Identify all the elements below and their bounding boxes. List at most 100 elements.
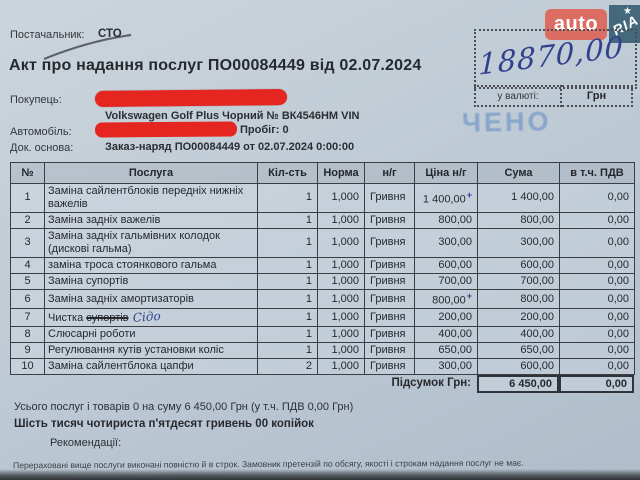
doc-basis-label: Док. основа:: [10, 142, 74, 154]
service-row: 5 Заміна супортів 1 1,000 Гривня 700,00 700,00…: [10, 272, 635, 290]
service-row: 3 Заміна задніх гальмівних колодок (диско…: [10, 227, 635, 258]
handwritten-note: Сідо: [128, 309, 161, 326]
document-title: Акт про надання послуг ПО00084449 від 02…: [9, 57, 422, 74]
c-num: 5: [10, 272, 45, 290]
c-sum: 650,00: [477, 342, 560, 360]
c-price: 300,00: [414, 227, 478, 258]
c-norm: 1,000: [317, 211, 365, 229]
c-service: заміна троса стоянкового гальма: [44, 256, 258, 274]
service-row: 7 Чистка супортів Сідо 1 1,000 Гривня 200,00 2…: [10, 308, 635, 328]
totals-label: Підсумок Грн:: [391, 377, 471, 390]
c-unit: Гривня: [364, 358, 415, 376]
c-num: 1: [10, 183, 45, 213]
c-norm: 1,000: [317, 358, 365, 376]
c-service: Заміна задніх амортизаторів: [44, 288, 258, 310]
vehicle-info: Volkswagen Golf Plus Чорний № ВК4546НМ V…: [105, 110, 360, 122]
c-qty: 1: [257, 326, 318, 344]
c-num: 2: [10, 211, 45, 229]
c-service: Регулювання кутів установки коліс: [44, 342, 258, 360]
c-num: 9: [10, 342, 45, 360]
services-table-grid: № Послуга Кіл-сть Норма н/г Ціна н/г Сума в т.ч…: [10, 162, 635, 376]
c-vat: 0,00: [559, 256, 635, 274]
service-row: 6 Заміна задніх амортизаторів 1 1,000 Гривня…: [10, 288, 635, 310]
c-norm: 1,000: [317, 183, 365, 213]
pen-plus-mark: +: [466, 290, 472, 301]
service-row: 9 Регулювання кутів установки коліс 1 1,000…: [10, 342, 635, 360]
c-num: 7: [10, 308, 45, 328]
c-vat: 0,00: [559, 227, 635, 258]
pen-plus-mark: +: [466, 189, 472, 200]
c-sum: 800,00: [477, 211, 560, 229]
c-num: 3: [10, 227, 45, 258]
summary-line: Усього послуг і товарів 0 на суму 6 450,…: [14, 401, 354, 413]
c-norm: 1,000: [317, 308, 365, 328]
services-table: № Послуга Кіл-сть Норма н/г Ціна н/г Сума в т.ч…: [10, 162, 636, 394]
c-service: Заміна задніх важелів: [44, 211, 258, 229]
pen-stroke-mark: [43, 33, 132, 61]
recommendations-label: Рекомендації:: [50, 437, 122, 449]
c-sum: 200,00: [477, 308, 560, 328]
c-price: 800,00+: [414, 288, 478, 310]
column-header: №: [10, 162, 45, 184]
c-vat: 0,00: [559, 183, 635, 213]
c-service: Слюсарні роботи: [44, 326, 258, 344]
c-vat: 0,00: [559, 288, 635, 310]
c-service: Заміна сайлентблоків передніх нижніх важ…: [44, 183, 258, 213]
c-qty: 1: [257, 183, 318, 213]
service-row: 10 Заміна сайлентблока цапфи 2 1,000 Гривня 3…: [10, 358, 635, 376]
c-price: 600,00: [414, 256, 478, 274]
column-header: Ціна н/г: [414, 162, 478, 184]
c-vat: 0,00: [559, 326, 635, 344]
service-row: 8 Слюсарні роботи 1 1,000 Гривня 400,00 400,00…: [10, 326, 635, 344]
c-qty: 1: [257, 227, 318, 258]
totals-sum: 6 450,00: [477, 375, 559, 394]
c-qty: 1: [257, 272, 318, 290]
totals-row: Підсумок Грн: 6 450,00 0,00: [10, 375, 634, 394]
auto-ria-logo-ria: ★ RIA: [609, 5, 640, 43]
c-unit: Гривня: [364, 326, 415, 344]
c-num: 6: [10, 288, 45, 310]
supplier-label: Постачальник:: [10, 29, 85, 41]
column-header: Кіл-сть: [257, 162, 318, 184]
c-norm: 1,000: [317, 256, 365, 274]
column-header: в т.ч. ПДВ: [559, 162, 635, 184]
c-norm: 1,000: [317, 288, 365, 310]
c-sum: 1 400,00: [477, 183, 560, 213]
c-sum: 400,00: [477, 326, 560, 344]
c-service: Заміна сайлентблока цапфи: [44, 358, 258, 376]
c-norm: 1,000: [317, 272, 365, 290]
c-unit: Гривня: [364, 308, 415, 328]
column-header: н/г: [364, 162, 415, 184]
doc-basis-value: Заказ-наряд ПО00084449 от 02.07.2024 0:0…: [105, 141, 355, 153]
c-sum: 600,00: [477, 256, 560, 274]
c-qty: 1: [257, 342, 318, 360]
c-price: 1 400,00+: [414, 183, 478, 213]
c-num: 4: [10, 256, 45, 274]
star-icon: ★: [623, 6, 632, 17]
c-price: 650,00: [414, 342, 478, 360]
c-unit: Гривня: [364, 227, 415, 258]
c-price: 800,00: [414, 211, 478, 229]
c-num: 10: [10, 358, 45, 376]
c-vat: 0,00: [559, 211, 635, 229]
c-norm: 1,000: [317, 227, 365, 258]
c-vat: 0,00: [559, 342, 635, 360]
c-price: 300,00: [414, 358, 478, 376]
handwritten-amount-box: [474, 29, 637, 89]
c-vat: 0,00: [559, 272, 635, 290]
currency-value: Грн: [562, 85, 633, 107]
column-header: Послуга: [44, 162, 258, 184]
c-qty: 1: [257, 211, 318, 229]
c-qty: 1: [257, 288, 318, 310]
c-qty: 2: [257, 358, 318, 376]
mileage-value: Пробіг: 0: [240, 124, 289, 136]
c-norm: 1,000: [317, 326, 365, 344]
currency-box: у валюті: Грн: [474, 85, 633, 107]
c-vat: 0,00: [559, 308, 635, 328]
c-qty: 1: [257, 256, 318, 274]
c-unit: Гривня: [364, 342, 415, 360]
service-row: 4 заміна троса стоянкового гальма 1 1,000 Гр…: [10, 256, 635, 274]
amount-in-words: Шість тисяч чотириста п'ятдесят гривень …: [14, 418, 314, 430]
c-price: 700,00: [414, 272, 478, 290]
c-qty: 1: [257, 308, 318, 328]
